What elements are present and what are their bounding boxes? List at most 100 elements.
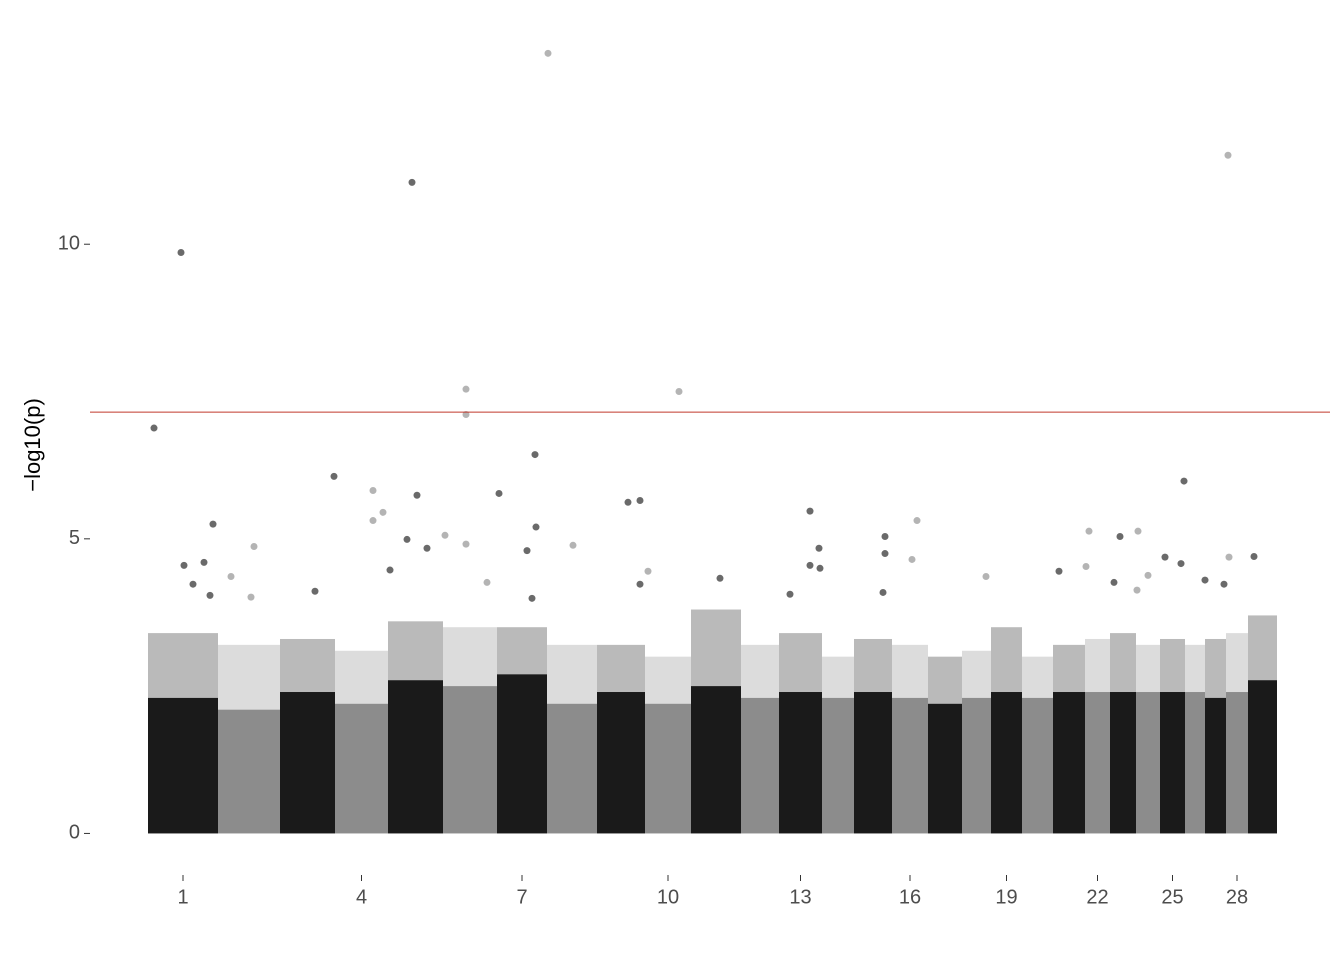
snp-point bbox=[1225, 553, 1233, 561]
dense-band bbox=[1110, 692, 1136, 834]
dense-band bbox=[962, 697, 991, 834]
x-tick-label: 28 bbox=[1226, 886, 1248, 908]
dense-band bbox=[892, 697, 928, 834]
snp-point bbox=[227, 573, 235, 581]
snp-point bbox=[311, 587, 319, 595]
dense-band bbox=[1085, 692, 1110, 834]
snp-point bbox=[532, 523, 540, 531]
snp-point bbox=[569, 541, 577, 549]
dense-band bbox=[741, 697, 779, 834]
dense-band bbox=[148, 697, 218, 834]
snp-point bbox=[1180, 477, 1188, 485]
dense-band bbox=[335, 703, 388, 834]
x-tick-label: 4 bbox=[356, 886, 367, 908]
dense-band bbox=[991, 692, 1022, 834]
snp-point bbox=[644, 567, 652, 575]
dense-band bbox=[218, 709, 280, 834]
snp-point bbox=[816, 564, 824, 572]
snp-point bbox=[423, 544, 431, 552]
dense-band bbox=[280, 692, 335, 834]
snp-point bbox=[369, 487, 377, 495]
snp-point bbox=[180, 561, 188, 569]
dense-band bbox=[1248, 680, 1277, 834]
snp-point bbox=[913, 517, 921, 525]
snp-point bbox=[531, 451, 539, 459]
snp-point bbox=[206, 591, 214, 599]
snp-point bbox=[462, 385, 470, 393]
dense-band bbox=[1205, 697, 1226, 834]
snp-point bbox=[386, 566, 394, 574]
snp-point bbox=[624, 498, 632, 506]
snp-point bbox=[150, 424, 158, 432]
y-axis-title: −log10(p) bbox=[20, 398, 45, 492]
dense-band bbox=[691, 686, 741, 834]
snp-point bbox=[462, 411, 470, 419]
dense-band bbox=[1226, 692, 1248, 834]
snp-point bbox=[250, 542, 258, 550]
snp-point bbox=[200, 558, 208, 566]
snp-point bbox=[1201, 576, 1209, 584]
snp-point bbox=[1161, 553, 1169, 561]
snp-point bbox=[177, 248, 185, 256]
snp-point bbox=[1110, 578, 1118, 586]
dense-band bbox=[443, 686, 497, 834]
snp-point bbox=[523, 547, 531, 555]
dense-band bbox=[1136, 692, 1160, 834]
snp-point bbox=[1116, 532, 1124, 540]
dense-band bbox=[645, 703, 691, 834]
x-tick-label: 7 bbox=[516, 886, 527, 908]
dense-band bbox=[597, 692, 645, 834]
snp-point bbox=[528, 594, 536, 602]
dense-band bbox=[388, 680, 443, 834]
snp-point bbox=[413, 491, 421, 499]
snp-point bbox=[908, 555, 916, 563]
dense-band bbox=[1053, 692, 1085, 834]
dense-band bbox=[547, 703, 597, 834]
y-tick-label: 0 bbox=[69, 822, 80, 844]
x-tick-label: 16 bbox=[899, 886, 921, 908]
snp-point bbox=[716, 574, 724, 582]
snp-point bbox=[1133, 586, 1141, 594]
x-tick-label: 25 bbox=[1161, 886, 1183, 908]
snp-point bbox=[441, 531, 449, 539]
snp-point bbox=[189, 580, 197, 588]
snp-point bbox=[636, 497, 644, 505]
x-tick-label: 1 bbox=[177, 886, 188, 908]
dense-band bbox=[1022, 697, 1053, 834]
snp-point bbox=[1134, 527, 1142, 535]
snp-point bbox=[483, 578, 491, 586]
snp-point bbox=[806, 507, 814, 515]
snp-point bbox=[209, 520, 217, 528]
snp-point bbox=[1224, 151, 1232, 159]
snp-point bbox=[1220, 580, 1228, 588]
dense-band bbox=[928, 703, 962, 834]
snp-point bbox=[881, 550, 889, 558]
x-tick-label: 10 bbox=[657, 886, 679, 908]
snp-point bbox=[1082, 563, 1090, 571]
y-tick-label: 5 bbox=[69, 527, 80, 549]
dense-band bbox=[1185, 692, 1205, 834]
snp-point bbox=[806, 561, 814, 569]
snp-point bbox=[1250, 553, 1258, 561]
snp-point bbox=[881, 532, 889, 540]
snp-point bbox=[462, 540, 470, 548]
snp-point bbox=[1144, 571, 1152, 579]
snp-point bbox=[379, 508, 387, 516]
snp-point bbox=[330, 472, 338, 480]
snp-point bbox=[1085, 527, 1093, 535]
x-tick-label: 22 bbox=[1086, 886, 1108, 908]
dense-band bbox=[779, 692, 822, 834]
snp-point bbox=[786, 590, 794, 598]
dense-band bbox=[822, 697, 854, 834]
snp-point bbox=[403, 535, 411, 543]
y-tick-label: 10 bbox=[58, 233, 80, 255]
snp-point bbox=[982, 573, 990, 581]
snp-point bbox=[247, 593, 255, 601]
x-tick-label: 19 bbox=[995, 886, 1017, 908]
dense-band bbox=[854, 692, 892, 834]
snp-point bbox=[815, 544, 823, 552]
snp-point bbox=[636, 580, 644, 588]
snp-point bbox=[675, 388, 683, 396]
snp-point bbox=[544, 49, 552, 57]
